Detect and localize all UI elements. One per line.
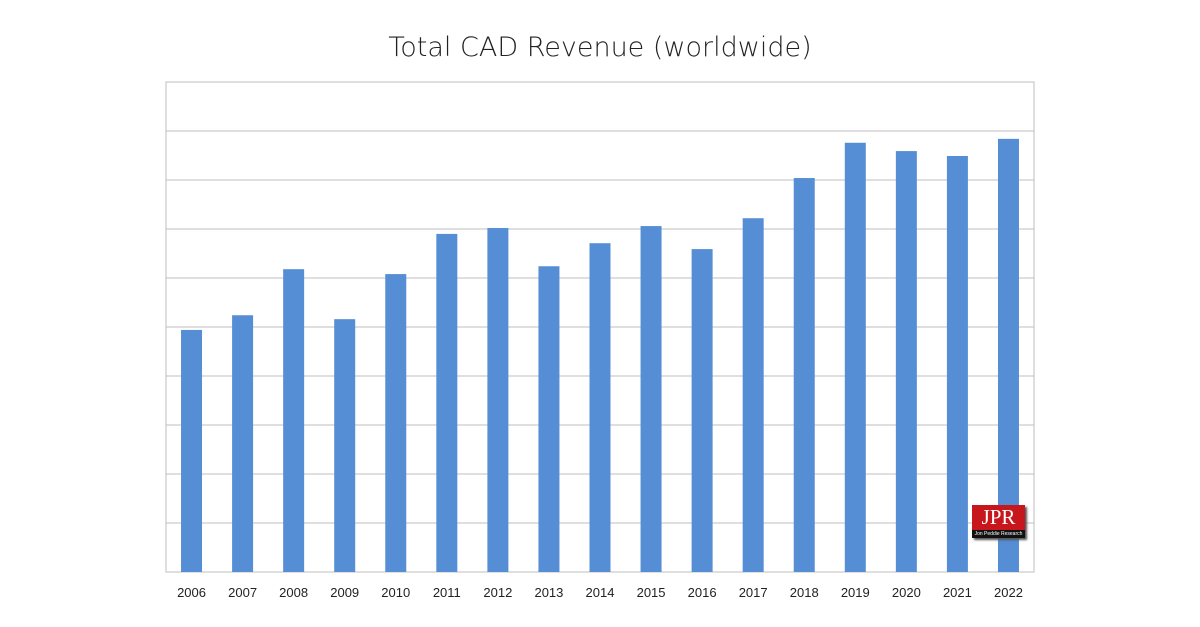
bar-2007 [232,315,254,572]
bar-2015 [640,226,662,572]
x-tick-label: 2016 [688,585,717,600]
bar-2008 [283,269,305,572]
bar-2006 [181,329,203,572]
bar-2010 [385,274,407,572]
x-tick-label: 2006 [177,585,206,600]
bar-2022 [997,138,1019,572]
x-tick-label: 2021 [943,585,972,600]
bar-2009 [334,319,356,572]
x-tick-label: 2013 [534,585,563,600]
x-tick-label: 2007 [228,585,257,600]
x-tick-label: 2011 [433,585,461,600]
chart-title: Total CAD Revenue (worldwide) [388,32,812,63]
x-tick-label: 2018 [790,585,819,600]
x-tick-label: 2012 [483,585,512,600]
x-tick-label: 2020 [892,585,921,600]
bar-2013 [538,266,560,572]
x-tick-label: 2010 [381,585,410,600]
bar-2011 [436,233,458,572]
x-tick-label: 2015 [637,585,666,600]
bar-2017 [742,218,764,572]
bar-2012 [487,228,509,572]
bar-2019 [844,142,866,572]
x-tick-label: 2019 [841,585,870,600]
jpr-logo: JPR Jon Peddie Research [972,505,1025,538]
x-tick-label: 2008 [279,585,308,600]
logo-text: JPR [981,505,1016,529]
x-tick-label: 2014 [586,585,615,600]
x-tick-label: 2022 [994,585,1023,600]
x-tick-label: 2017 [739,585,768,600]
bar-2021 [946,155,968,573]
bar-2016 [691,249,713,572]
bar-2014 [589,243,611,572]
logo-subtext: Jon Peddie Research [972,530,1025,538]
x-tick-label: 2009 [330,585,359,600]
bar-2018 [793,178,815,573]
bar-2020 [895,151,917,572]
